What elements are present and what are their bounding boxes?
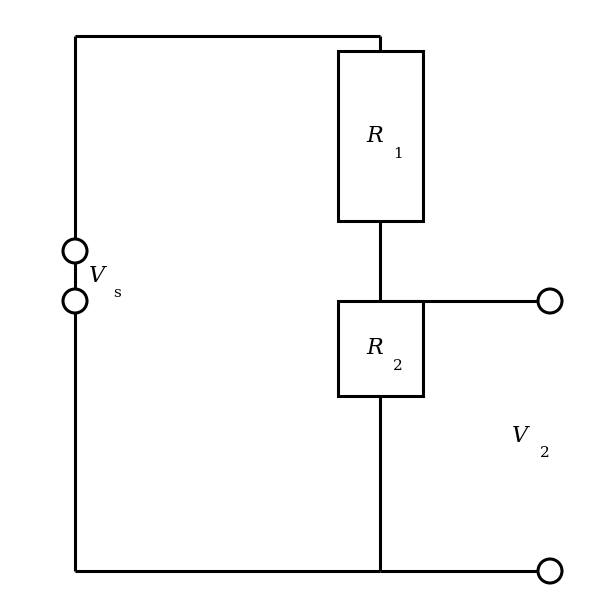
Circle shape <box>538 559 562 583</box>
Circle shape <box>63 239 87 263</box>
Circle shape <box>538 289 562 313</box>
Text: 2: 2 <box>393 359 403 373</box>
Text: V: V <box>512 425 528 447</box>
Text: 2: 2 <box>540 446 550 460</box>
Text: R: R <box>367 125 383 147</box>
Bar <box>337 51 422 221</box>
Text: V: V <box>89 265 105 287</box>
Text: s: s <box>113 286 121 300</box>
Text: 1: 1 <box>393 147 403 161</box>
Bar <box>337 301 422 396</box>
Circle shape <box>63 289 87 313</box>
Text: R: R <box>367 338 383 359</box>
